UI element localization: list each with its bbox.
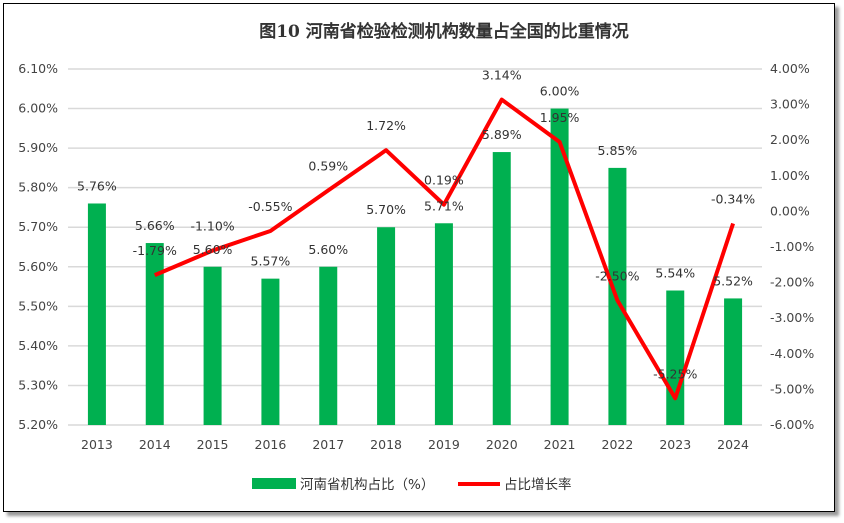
bar [724, 298, 743, 425]
line-data-label: 1.95% [540, 110, 580, 125]
bar-data-label: 5.60% [193, 242, 233, 257]
bar [145, 243, 164, 425]
x-tick-label: 2013 [81, 437, 113, 452]
x-tick-label: 2022 [602, 437, 634, 452]
bar-data-label: 6.00% [540, 84, 580, 99]
right-tick-label: 4.00% [770, 61, 810, 76]
right-tick-label: 1.00% [770, 168, 810, 183]
bar [492, 152, 511, 426]
bar-data-label: 5.85% [598, 143, 638, 158]
bar [87, 203, 106, 425]
growth-rate-line [153, 97, 735, 401]
right-tick-label: -3.00% [770, 310, 814, 325]
bar-data-label: 5.60% [308, 242, 348, 257]
x-tick-label: 2014 [139, 437, 171, 452]
right-tick-label: 0.00% [770, 203, 810, 218]
x-tick-label: 2016 [255, 437, 287, 452]
bar-data-label: 5.71% [424, 198, 464, 213]
right-tick-label: 3.00% [770, 97, 810, 112]
left-tick-label: 5.40% [18, 338, 58, 353]
line-data-label: 3.14% [482, 68, 522, 83]
left-tick-label: 6.00% [18, 101, 58, 116]
right-tick-label: -5.00% [770, 381, 814, 396]
line-data-label: -0.55% [248, 199, 292, 214]
bar-data-label: 5.70% [366, 202, 406, 217]
left-tick-label: 5.60% [18, 259, 58, 274]
legend-bar-label: 河南省机构占比（%） [300, 477, 434, 493]
line-data-label: -5.25% [653, 366, 697, 381]
x-tick-label: 2015 [197, 437, 229, 452]
x-tick-label: 2020 [486, 437, 518, 452]
bar [319, 266, 338, 425]
x-tick-label: 2023 [659, 437, 691, 452]
line-data-label: -1.10% [190, 219, 234, 234]
legend-line-label: 占比增长率 [504, 476, 572, 493]
bar-data-label: 5.76% [77, 178, 117, 193]
x-tick-label: 2017 [312, 437, 344, 452]
x-tick-label: 2024 [717, 437, 749, 452]
left-tick-label: 5.90% [18, 140, 58, 155]
line-data-label: 1.72% [366, 118, 406, 133]
bar-data-label: 5.89% [482, 127, 522, 142]
x-tick-label: 2018 [370, 437, 402, 452]
left-tick-label: 5.80% [18, 180, 58, 195]
right-tick-label: -4.00% [770, 346, 814, 361]
x-tick-label: 2019 [428, 437, 460, 452]
right-tick-label: -2.00% [770, 275, 814, 290]
line-data-label: -1.79% [133, 243, 177, 258]
line-data-label: 0.19% [424, 173, 464, 188]
left-tick-label: 5.70% [18, 219, 58, 234]
bar-data-label: 5.57% [251, 254, 291, 269]
right-tick-label: 2.00% [770, 132, 810, 147]
bar-data-label: 5.54% [655, 266, 695, 281]
left-tick-label: 5.20% [18, 417, 58, 432]
bar [377, 227, 396, 425]
x-tick-label: 2021 [544, 437, 576, 452]
bar-data-label: 5.52% [713, 273, 753, 288]
left-tick-label: 5.30% [18, 377, 58, 392]
bar [434, 223, 453, 425]
bar [550, 108, 569, 426]
left-tick-label: 5.50% [18, 298, 58, 313]
chart-title: 图10 河南省检验检测机构数量占全国的比重情况 [259, 21, 629, 42]
line-data-label: -0.34% [711, 192, 755, 207]
right-tick-label: -1.00% [770, 239, 814, 254]
line-data-label: -2.50% [595, 268, 639, 283]
legend-bar-swatch [252, 478, 296, 489]
left-tick-label: 6.10% [18, 61, 58, 76]
bar [203, 266, 222, 425]
chart-frame [3, 3, 835, 512]
bar-data-label: 5.66% [135, 218, 175, 233]
right-tick-label: -6.00% [770, 417, 814, 432]
bar [666, 290, 685, 425]
line-data-label: 0.59% [308, 158, 348, 173]
bar [261, 278, 280, 425]
